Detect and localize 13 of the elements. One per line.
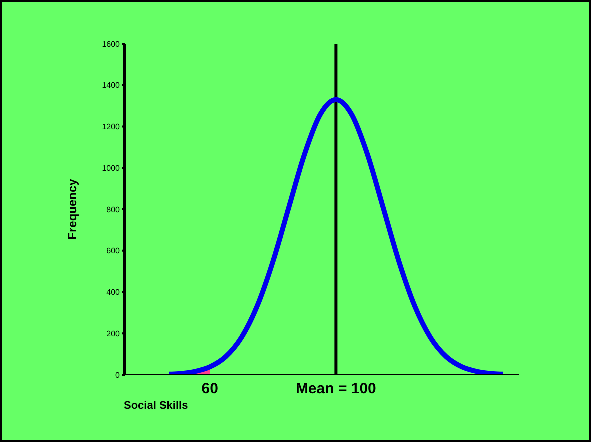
y-tick-label: 800 bbox=[106, 205, 121, 214]
y-tick-label: 600 bbox=[106, 246, 121, 256]
x-tick-label: Mean = 100 bbox=[296, 380, 376, 398]
y-tick-label: 200 bbox=[106, 329, 121, 338]
y-tick-label: 1000 bbox=[102, 164, 121, 173]
x-tick-label: 60 bbox=[202, 380, 218, 398]
y-tick-label: 1400 bbox=[102, 81, 121, 90]
y-tick-label: 1600 bbox=[102, 40, 121, 49]
y-tick-label: 1200 bbox=[102, 122, 121, 132]
y-tick-label: 0 bbox=[116, 370, 121, 380]
x-axis-title: Social Skills bbox=[124, 400, 188, 412]
y-axis-title: Frequency bbox=[65, 178, 80, 240]
y-tick-label: 400 bbox=[106, 288, 121, 298]
